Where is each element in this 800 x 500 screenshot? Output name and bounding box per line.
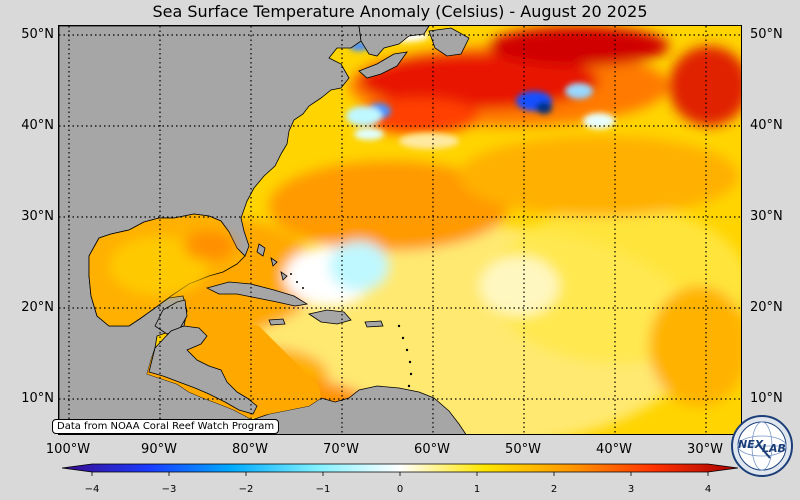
land-puerto-rico (364, 320, 384, 328)
colorbar-tick: 0 (396, 484, 404, 495)
land-hispaniola (307, 309, 352, 325)
cold-anomaly-spots (346, 30, 615, 149)
map-canvas (59, 26, 741, 434)
data-credit: Data from NOAA Coral Reef Watch Program (52, 419, 280, 434)
colorbar-tick: 1 (473, 484, 481, 495)
colorbar-tick: 2 (550, 484, 558, 495)
lon-label-90w: 90°W (141, 442, 177, 457)
lon-label-50w: 50°W (505, 442, 541, 457)
colorbar-tick: 4 (704, 484, 712, 495)
land-newfoundland (428, 27, 470, 57)
lon-label-30w: 30°W (687, 442, 723, 457)
colorbar-tick: −3 (161, 484, 177, 495)
lat-label-right-50n: 50°N (750, 27, 783, 42)
lat-label-left-20n: 20°N (21, 300, 54, 315)
lat-label-left-30n: 30°N (21, 209, 54, 224)
land (59, 26, 470, 434)
lat-label-right-40n: 40°N (750, 118, 783, 133)
lat-label-left-50n: 50°N (21, 27, 54, 42)
lat-label-right-30n: 30°N (750, 209, 783, 224)
gulf-anomaly (109, 231, 234, 296)
logo-text-nex: NEX (738, 438, 764, 451)
land-central-america (148, 325, 258, 415)
lon-label-40w: 40°W (596, 442, 632, 457)
sst-anomaly-map (58, 25, 742, 435)
logo-text-lab: LAB (762, 442, 786, 455)
lon-label-80w: 80°W (232, 442, 268, 457)
lat-label-right-10n: 10°N (750, 391, 783, 406)
lon-label-70w: 70°W (323, 442, 359, 457)
graticule (59, 26, 741, 434)
land-south-america (231, 385, 467, 434)
lat-label-right-20n: 20°N (750, 300, 783, 315)
nexlab-globe-icon: NEX LAB (731, 415, 793, 477)
lat-label-left-40n: 40°N (21, 118, 54, 133)
lon-label-60w: 60°W (414, 442, 450, 457)
map-title: Sea Surface Temperature Anomaly (Celsius… (152, 2, 648, 21)
colorbar-tick: −1 (315, 484, 331, 495)
land-bahamas (256, 243, 266, 257)
lesser-antilles (290, 273, 413, 388)
colorbar-tick: −2 (238, 484, 254, 495)
colorbar-tick: −4 (84, 484, 100, 495)
land-maritimes (358, 26, 430, 57)
land-nova-scotia (358, 51, 408, 79)
lon-label-100w: 100°W (45, 442, 91, 457)
land-jamaica (268, 318, 286, 326)
land-cuba (205, 281, 309, 307)
colorbar (62, 463, 738, 476)
anomaly-field (79, 26, 741, 434)
lat-label-left-10n: 10°N (21, 391, 54, 406)
colorbar-tick: 3 (627, 484, 635, 495)
